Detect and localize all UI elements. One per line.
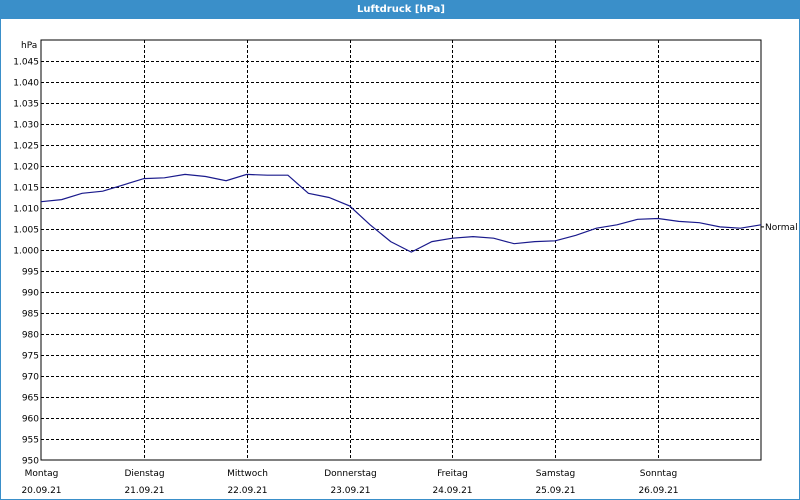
x-tick-date: 23.09.21	[330, 486, 370, 496]
y-tick-label: 950	[22, 457, 39, 467]
y-axis-label: hPa	[21, 41, 37, 51]
y-tick-label: 980	[22, 331, 39, 341]
y-tick-label: 990	[22, 289, 39, 299]
y-tick-label: 970	[22, 373, 39, 383]
normal-label: Normal	[765, 223, 798, 233]
x-tick-weekday: Samstag	[536, 469, 575, 479]
y-tick-label: 1.030	[13, 121, 39, 131]
pressure-line	[40, 173, 762, 253]
x-tick-date: 20.09.21	[21, 486, 61, 496]
x-tick-date: 24.09.21	[432, 486, 472, 496]
x-tick-weekday: Mittwoch	[227, 469, 268, 479]
y-tick-label: 1.020	[13, 163, 39, 173]
y-tick-label: 1.040	[13, 79, 39, 89]
y-tick-label: 1.045	[13, 58, 39, 68]
x-tick-weekday: Freitag	[437, 469, 468, 479]
x-tick-date: 21.09.21	[124, 486, 164, 496]
x-tick-date: 25.09.21	[535, 486, 575, 496]
y-tick-label: 1.025	[13, 142, 39, 152]
y-tick-label: 955	[22, 436, 39, 446]
y-tick-label: 1.010	[13, 205, 39, 215]
y-tick-label: 985	[22, 310, 39, 320]
y-tick-label: 1.005	[13, 226, 39, 236]
y-tick-label: 975	[22, 352, 39, 362]
y-tick-label: 1.000	[13, 247, 39, 257]
chart-title: Luftdruck [hPa]	[1, 1, 800, 19]
x-tick-weekday: Dienstag	[124, 469, 164, 479]
y-tick-label: 960	[22, 415, 39, 425]
y-tick-label: 965	[22, 394, 39, 404]
x-tick-weekday: Donnerstag	[324, 469, 377, 479]
y-tick-label: 995	[22, 268, 39, 278]
x-tick-weekday: Sonntag	[640, 469, 677, 479]
y-tick-label: 1.035	[13, 100, 39, 110]
x-tick-date: 22.09.21	[227, 486, 267, 496]
y-tick-label: 1.015	[13, 184, 39, 194]
x-tick-date: 26.09.21	[638, 486, 678, 496]
x-tick-weekday: Montag	[25, 469, 59, 479]
